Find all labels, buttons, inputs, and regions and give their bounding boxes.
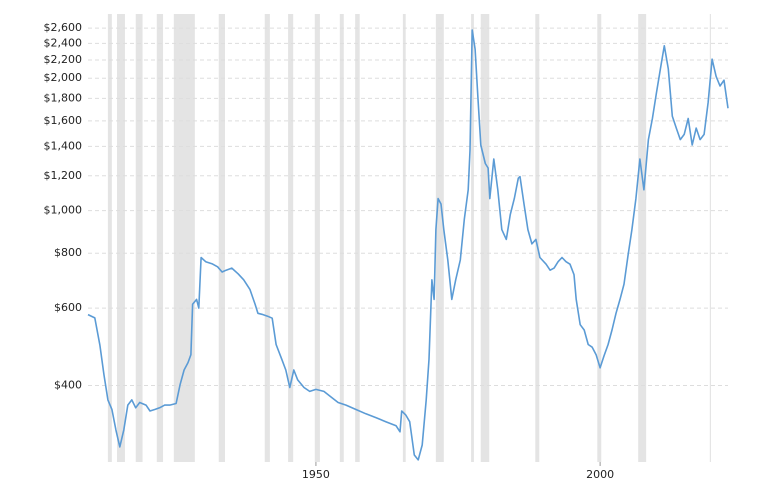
recession-band: [435, 14, 444, 462]
recession-band: [116, 14, 125, 462]
recession-band: [355, 14, 360, 462]
recession-band: [314, 14, 320, 462]
y-tick-label: $1,200: [44, 169, 83, 182]
recession-band: [218, 14, 225, 462]
recession-band: [264, 14, 270, 462]
y-tick-label: $1,800: [44, 91, 83, 104]
y-tick-label: $1,000: [44, 204, 83, 217]
y-tick-label: $2,400: [44, 36, 83, 49]
x-tick-label: 1950: [302, 468, 330, 481]
recession-band: [535, 14, 540, 462]
y-tick-label: $1,600: [44, 114, 83, 127]
recession-band: [709, 14, 711, 462]
y-tick-label: $2,600: [44, 21, 83, 34]
recession-band: [402, 14, 406, 462]
recession-band: [339, 14, 344, 462]
recession-band: [135, 14, 143, 462]
y-tick-label: $2,200: [44, 53, 83, 66]
recession-band: [173, 14, 195, 462]
recession-band: [107, 14, 112, 462]
y-tick-label: $1,400: [44, 139, 83, 152]
y-tick-label: $2,000: [44, 71, 83, 84]
price-line: [87, 29, 729, 461]
y-tick-label: $400: [54, 379, 82, 392]
y-tick-label: $600: [54, 301, 82, 314]
recession-band: [288, 14, 294, 462]
recession-band: [480, 14, 490, 462]
recession-band: [638, 14, 647, 462]
y-tick-label: $800: [54, 246, 82, 259]
recession-band: [156, 14, 164, 462]
x-tick-label: 2000: [586, 468, 614, 481]
recession-band: [471, 14, 474, 462]
recession-band: [597, 14, 602, 462]
